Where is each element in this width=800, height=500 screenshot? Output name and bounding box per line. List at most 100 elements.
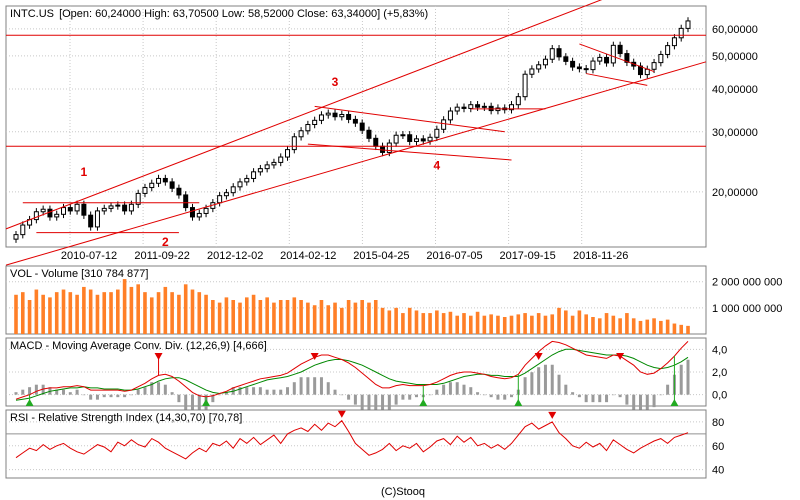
volume-bar	[292, 297, 297, 334]
macd-histogram-bar	[666, 384, 670, 395]
macd-histogram-bar	[150, 382, 154, 395]
wave-label-3: 3	[332, 75, 339, 89]
macd-histogram-bar	[638, 394, 642, 418]
macd-histogram-bar	[632, 394, 636, 410]
macd-histogram-bar	[129, 394, 133, 396]
date-x-tick-label: 2018-11-26	[573, 250, 628, 262]
price-y-tick-label: 40,00000	[712, 84, 758, 96]
price-y-tick-label: 60,00000	[712, 24, 758, 36]
macd-histogram-bar	[333, 389, 337, 395]
rsi-overbought-marker	[337, 410, 346, 418]
volume-bar	[672, 323, 677, 334]
macd-histogram-bar	[360, 394, 364, 413]
macd-histogram-bar	[68, 392, 72, 395]
volume-bar	[27, 300, 32, 334]
candle-body-up	[203, 207, 209, 214]
macd-histogram-bar	[218, 394, 222, 396]
volume-bar	[394, 307, 398, 334]
volume-bar	[102, 292, 107, 334]
volume-bar	[577, 310, 582, 334]
macd-lines	[15, 340, 689, 401]
macd-histogram-bar	[14, 392, 18, 395]
price-y-axis: 60,00000 50,00000 40,00000 30,00000 20,00000	[712, 24, 758, 199]
candle-body-up	[665, 45, 671, 55]
macd-histogram-bar	[190, 394, 194, 415]
candle-body-down	[88, 214, 94, 228]
macd-histogram-bar	[584, 394, 588, 403]
date-x-tick-label: 2010-07-12	[61, 250, 117, 262]
volume-bar	[68, 292, 73, 334]
macd-histogram-bar	[625, 394, 629, 405]
volume-bar	[61, 289, 66, 334]
volume-bar	[564, 310, 568, 334]
volume-bar	[367, 302, 371, 334]
macd-histogram-bar	[659, 394, 663, 396]
candle-body-up	[237, 181, 243, 188]
volume-bar	[183, 284, 188, 334]
candle-body-down	[583, 68, 589, 71]
macd-histogram-bar	[306, 377, 310, 395]
date-x-tick-label: 2016-07-05	[426, 250, 482, 262]
candle-body-up	[312, 119, 318, 126]
volume-bar	[468, 315, 473, 334]
macd-line	[15, 340, 689, 400]
candle-body-up	[285, 149, 291, 158]
header-ohlc-text: INTC.US [Open: 60,24000 High: 63,70500 L…	[10, 8, 428, 20]
candle-body-down	[332, 112, 338, 118]
volume-bar	[177, 294, 181, 334]
macd-histogram-bar	[577, 394, 581, 398]
rsi-y-tick-label: 80	[712, 417, 724, 429]
volume-bar	[428, 313, 432, 334]
volume-bar	[231, 300, 236, 334]
volume-bar	[217, 302, 222, 334]
candle-body-up	[271, 161, 277, 166]
macd-histogram-bar	[292, 382, 296, 395]
candle-body-down	[373, 137, 379, 147]
candle-body-up	[386, 142, 392, 153]
volume-bar	[380, 307, 385, 334]
macd-histogram-bar	[109, 394, 113, 398]
macd-histogram-bar	[197, 394, 201, 415]
macd-histogram-bar	[286, 387, 290, 395]
candle-body-up	[223, 192, 229, 197]
volume-bar	[156, 292, 161, 334]
candle-body-up	[318, 114, 324, 121]
macd-histogram-bar	[238, 387, 242, 395]
macd-histogram-bar	[469, 387, 473, 395]
date-x-tick-label: 2011-09-22	[134, 250, 189, 262]
upper-channel-line	[5, 0, 603, 230]
macd-histogram-bar	[41, 384, 45, 395]
wave-label-1: 1	[81, 165, 88, 179]
volume-bar	[224, 297, 229, 334]
candle-body-up	[94, 210, 100, 228]
candle-body-up	[108, 205, 114, 209]
candle-body-down	[176, 187, 182, 196]
rsi-panel-title: RSI - Relative Strength Index (14,30,70)…	[10, 412, 242, 424]
volume-bar	[197, 292, 202, 334]
wave-label-2: 2	[162, 235, 169, 249]
candle-body-down	[359, 122, 365, 131]
rsi-line	[15, 419, 689, 460]
macd-sell-marker	[154, 353, 163, 360]
candle-body-up	[481, 105, 487, 108]
volume-bar	[455, 315, 460, 334]
volume-bar	[48, 297, 52, 334]
macd-histogram-bar	[605, 394, 609, 403]
volume-bar	[170, 292, 174, 334]
flag-lower-line	[586, 73, 648, 86]
candle-body-up	[40, 208, 46, 213]
macd-histogram-bar	[394, 394, 398, 405]
price-panel: 60,00000 50,00000 40,00000 30,00000 20,00000…	[5, 0, 758, 266]
macd-histogram-bar	[82, 394, 86, 396]
volume-bar	[143, 292, 147, 334]
volume-bar	[435, 310, 439, 334]
candle-body-down	[47, 208, 53, 218]
volume-bar	[75, 294, 79, 334]
macd-histogram-bar	[408, 394, 412, 400]
macd-histogram-bar	[455, 382, 459, 395]
macd-histogram-bar	[272, 389, 276, 395]
macd-histogram-bar	[75, 389, 79, 395]
candle-body-up	[427, 136, 433, 142]
candle-body-down	[162, 177, 168, 183]
